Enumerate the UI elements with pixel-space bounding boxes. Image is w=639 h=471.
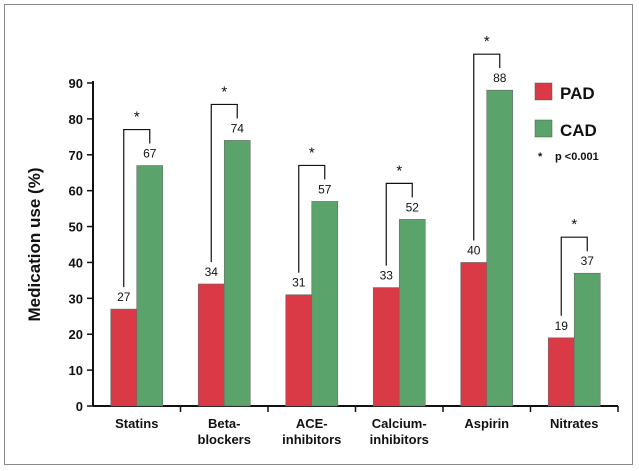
bar-cad <box>223 140 251 407</box>
significance-bracket <box>473 53 501 241</box>
significance-star: * <box>484 33 490 50</box>
category-label: Aspirin <box>464 416 509 431</box>
value-label-cad: 67 <box>143 147 157 161</box>
significance-star: * <box>396 162 402 179</box>
legend-label-pad: PAD <box>560 84 595 103</box>
significance-bracket <box>123 128 151 288</box>
category-label: Nitrates <box>550 416 598 431</box>
bar-cad <box>486 89 514 407</box>
significance-star: * <box>571 216 577 233</box>
legend-significance-note: p <0.001 <box>555 151 599 163</box>
y-tick-label: 40 <box>69 255 83 270</box>
y-ticks: 0 10 20 30 40 50 60 70 80 90 <box>69 76 93 414</box>
bar-pad <box>285 294 313 407</box>
bar-cad <box>398 219 426 407</box>
bar-pad <box>110 308 138 407</box>
category-label: ACE- <box>296 416 328 431</box>
y-tick-label: 0 <box>76 399 83 414</box>
significance-bracket <box>560 236 588 316</box>
value-label-pad: 19 <box>555 319 569 333</box>
y-tick-label: 80 <box>69 112 83 127</box>
legend-significance-marker: * <box>538 151 543 163</box>
y-tick-label: 10 <box>69 363 83 378</box>
category-labels: Statins Beta-blockersACE-inhibitorsCalciu… <box>115 406 619 447</box>
value-label-cad: 88 <box>493 71 507 85</box>
value-label-cad: 74 <box>231 121 245 135</box>
significance-bracket <box>298 164 326 273</box>
y-tick-label: 20 <box>69 327 83 342</box>
bar-pad <box>197 283 225 407</box>
significance-bracket <box>385 182 413 266</box>
y-tick-label: 70 <box>69 148 83 163</box>
legend-swatch-cad <box>534 119 553 138</box>
significance-star: * <box>134 109 140 126</box>
value-label-pad: 34 <box>205 265 219 279</box>
category-label: blockers <box>198 432 251 447</box>
significance-star: * <box>221 83 227 100</box>
bar-pad <box>460 262 488 407</box>
category-label: inhibitors <box>370 432 429 447</box>
bars: 27 67 * 34 74 * 31 57 * 33 52 * 40 88 * 19 37 * <box>110 33 601 407</box>
y-tick-label: 30 <box>69 291 83 306</box>
category-label: Calcium- <box>372 416 427 431</box>
significance-bracket <box>210 103 238 262</box>
category-label: Statins <box>115 416 158 431</box>
y-axis-title: Medication use (%) <box>25 168 44 322</box>
value-label-pad: 33 <box>380 269 394 283</box>
bar-cad <box>311 201 339 407</box>
legend: PAD CAD * p <0.001 <box>534 82 599 163</box>
value-label-cad: 52 <box>406 200 420 214</box>
value-label-pad: 27 <box>117 290 131 304</box>
bar-pad <box>547 337 575 407</box>
value-label-pad: 40 <box>467 243 481 257</box>
bar-cad <box>573 272 601 407</box>
category-label: Beta- <box>208 416 241 431</box>
y-tick-label: 60 <box>69 184 83 199</box>
y-tick-label: 90 <box>69 76 83 91</box>
y-tick-label: 50 <box>69 220 83 235</box>
category-label: inhibitors <box>282 432 341 447</box>
value-label-pad: 31 <box>292 276 306 290</box>
value-label-cad: 37 <box>581 254 595 268</box>
bar-cad <box>136 165 164 407</box>
legend-swatch-pad <box>534 82 553 101</box>
significance-star: * <box>309 144 315 161</box>
bar-pad <box>372 287 400 407</box>
value-label-cad: 57 <box>318 182 332 196</box>
legend-label-cad: CAD <box>560 121 597 140</box>
